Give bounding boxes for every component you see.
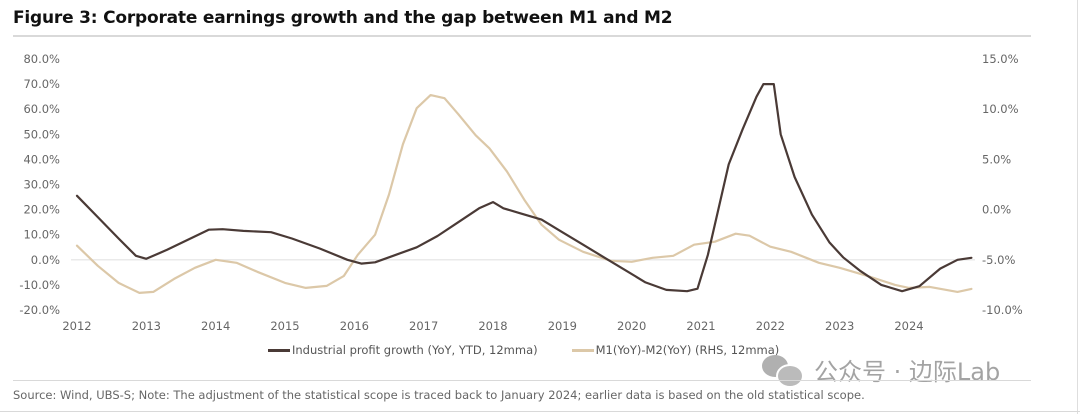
x-tick-label: 2015 bbox=[270, 319, 299, 333]
line-chart: 80.0% 70.0% 60.0% 50.0% 40.0% 30.0% 20.0% 10.0%… bbox=[19, 52, 1023, 333]
x-tick-label: 2024 bbox=[894, 319, 923, 333]
legend-item-profit: Industrial profit growth (YoY, YTD, 12mm… bbox=[268, 343, 538, 357]
x-tick-label: 2012 bbox=[62, 319, 91, 333]
x-tick-label: 2021 bbox=[686, 319, 715, 333]
y-right-tick-label: -5.0% bbox=[982, 253, 1015, 267]
left-y-axis: 80.0% 70.0% 60.0% 50.0% 40.0% 30.0% 20.0% 10.0%… bbox=[19, 52, 60, 317]
y-left-tick-label: -20.0% bbox=[19, 303, 60, 317]
y-left-tick-label: 0.0% bbox=[31, 253, 60, 267]
right-border bbox=[1077, 0, 1078, 414]
legend-label-profit: Industrial profit growth (YoY, YTD, 12mm… bbox=[292, 343, 538, 357]
x-tick-label: 2023 bbox=[825, 319, 854, 333]
series-line-industrial-profit bbox=[75, 82, 973, 293]
x-tick-label: 2016 bbox=[340, 319, 369, 333]
x-tick-label: 2020 bbox=[617, 319, 646, 333]
legend-item-m1m2: M1(YoY)-M2(YoY) (RHS, 12mma) bbox=[571, 343, 780, 357]
y-left-tick-label: 80.0% bbox=[23, 52, 60, 66]
legend: Industrial profit growth (YoY, YTD, 12mm… bbox=[268, 343, 779, 357]
legend-swatch-profit bbox=[268, 348, 290, 352]
right-y-axis: 15.0% 10.0% 5.0% 0.0% -5.0% -10.0% bbox=[982, 52, 1023, 317]
y-right-tick-label: 10.0% bbox=[982, 102, 1019, 116]
y-right-tick-label: 0.0% bbox=[982, 203, 1011, 217]
bottom-divider bbox=[0, 411, 1080, 412]
x-axis: 2012 2013 2014 2015 2016 2017 2018 2019 2020 2021… bbox=[62, 319, 923, 333]
y-left-tick-label: 30.0% bbox=[23, 178, 60, 192]
x-tick-label: 2019 bbox=[548, 319, 577, 333]
x-tick-label: 2014 bbox=[201, 319, 230, 333]
watermark-text: 公众号 · 边际Lab bbox=[814, 358, 1001, 386]
y-left-tick-label: 10.0% bbox=[23, 228, 60, 242]
x-tick-label: 2013 bbox=[132, 319, 161, 333]
x-tick-label: 2022 bbox=[756, 319, 785, 333]
y-left-tick-label: -10.0% bbox=[19, 278, 60, 292]
y-right-tick-label: 5.0% bbox=[982, 152, 1011, 166]
wechat-icon bbox=[760, 353, 808, 388]
source-divider bbox=[13, 380, 1031, 381]
y-left-tick-label: 60.0% bbox=[23, 102, 60, 116]
y-left-tick-label: 50.0% bbox=[23, 127, 60, 141]
y-right-tick-label: 15.0% bbox=[982, 52, 1019, 66]
legend-label-m1m2: M1(YoY)-M2(YoY) (RHS, 12mma) bbox=[595, 343, 780, 357]
title-divider bbox=[13, 35, 1031, 37]
legend-swatch-m1m2 bbox=[571, 348, 594, 352]
source-note: Source: Wind, UBS-S; Note: The adjustmen… bbox=[13, 388, 865, 402]
y-left-tick-label: 70.0% bbox=[23, 77, 60, 91]
watermark: 公众号 · 边际Lab bbox=[760, 352, 1001, 388]
x-tick-label: 2017 bbox=[409, 319, 438, 333]
x-tick-label: 2018 bbox=[478, 319, 507, 333]
figure-title: Figure 3: Corporate earnings growth and … bbox=[13, 8, 673, 28]
y-left-tick-label: 20.0% bbox=[23, 203, 60, 217]
y-right-tick-label: -10.0% bbox=[982, 303, 1023, 317]
y-left-tick-label: 40.0% bbox=[23, 152, 60, 166]
series-line-m1-m2-gap bbox=[75, 93, 973, 294]
